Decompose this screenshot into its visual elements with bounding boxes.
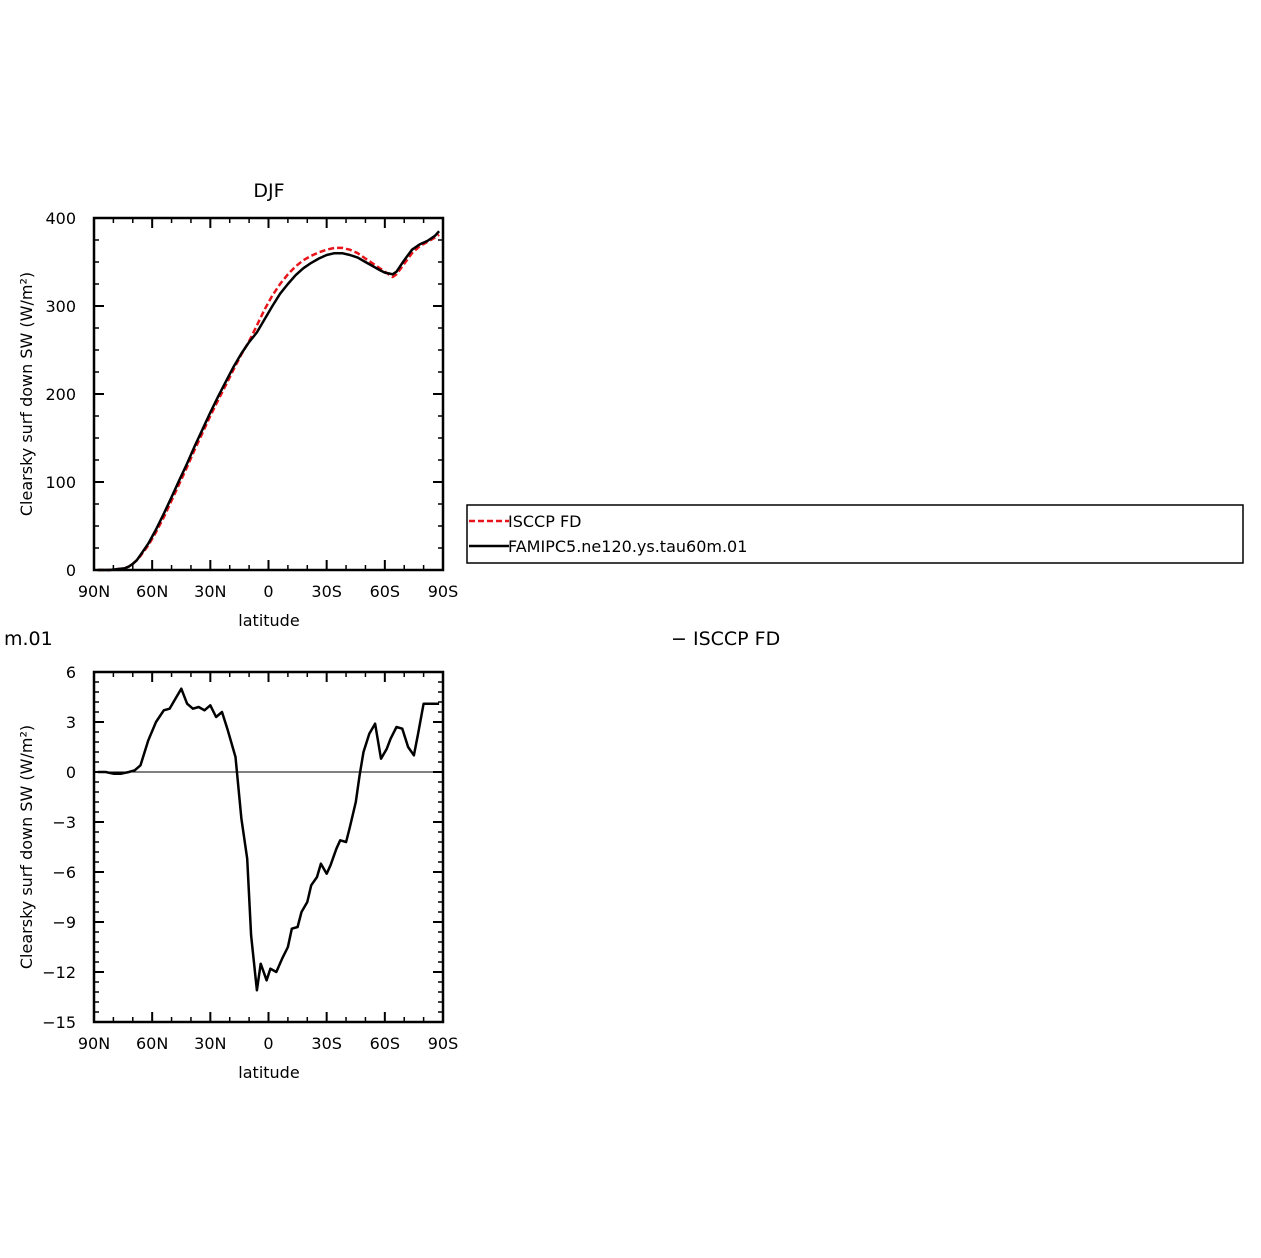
bottom-panel-xtick-label: 90S: [428, 1034, 459, 1053]
bottom-panel-xlabel: latitude: [238, 1063, 299, 1082]
bottom-panel: 90N 60N 30N 0 30S 60S 90S −15 −12 −9 −6 −3 0 3 6 latit…: [17, 663, 458, 1082]
truncated-left-label: m.01: [4, 628, 53, 650]
legend: ISCCP FD FAMIPC5.ne120.ys.tau60m.01: [466, 504, 1244, 564]
top-panel-ytick-label: 400: [45, 209, 76, 228]
legend-box: [466, 504, 1244, 564]
top-panel-xtick-label: 60S: [370, 582, 401, 601]
top-panel-ytick-label: 0: [66, 561, 76, 580]
bottom-panel-ytick-label: 3: [66, 713, 76, 732]
bottom-panel-xtick-label: 30N: [194, 1034, 226, 1053]
bottom-panel-ytick-label: −3: [52, 813, 76, 832]
legend-label-isccp: ISCCP FD: [508, 512, 581, 531]
top-panel: DJF 90N 60N 30N 0 30S 60S 90S 0 100 200 300 400 lat…: [17, 180, 458, 630]
top-panel-xtick-label: 30N: [194, 582, 226, 601]
top-panel-series-famipc5-ne120-ys-tau60m-01: [97, 230, 441, 572]
bottom-panel-ytick-label: −12: [42, 963, 76, 982]
bottom-panel-xtick-label: 90N: [78, 1034, 110, 1053]
bottom-panel-ylabel: Clearsky surf down SW (W/m²): [17, 725, 36, 969]
bottom-panel-xtick-label: 0: [263, 1034, 273, 1053]
top-panel-xlabel: latitude: [238, 611, 299, 630]
top-panel-frame: [92, 216, 445, 572]
truncated-center-label: − ISCCP FD: [671, 628, 780, 650]
bottom-panel-xtick-label: 60N: [136, 1034, 168, 1053]
top-panel-ylabel: Clearsky surf down SW (W/m²): [17, 272, 36, 516]
bottom-panel-ytick-label: −15: [42, 1013, 76, 1032]
bottom-panel-xtick-label: 60S: [370, 1034, 401, 1053]
top-panel-series-layer: [97, 230, 441, 572]
top-panel-title: DJF: [253, 180, 284, 202]
top-panel-series-isccp-fd: [97, 233, 440, 572]
bottom-panel-ytick-label: −6: [52, 863, 76, 882]
bottom-panel-ytick-label: 0: [66, 763, 76, 782]
bottom-panel-ytick-label: 6: [66, 663, 76, 682]
bottom-panel-ytick-label: −9: [52, 913, 76, 932]
top-panel-ytick-label: 200: [45, 385, 76, 404]
top-panel-xtick-label: 0: [263, 582, 273, 601]
bottom-panel-ticks: 90N 60N 30N 0 30S 60S 90S −15 −12 −9 −6 −3 0 3 6: [42, 663, 458, 1053]
bottom-panel-series-layer: [97, 687, 440, 992]
top-panel-xtick-label: 60N: [136, 582, 168, 601]
bottom-panel-xtick-label: 30S: [311, 1034, 342, 1053]
top-panel-xtick-label: 90N: [78, 582, 110, 601]
top-panel-ytick-label: 300: [45, 297, 76, 316]
top-panel-xtick-label: 30S: [311, 582, 342, 601]
bottom-panel-frame: [92, 670, 445, 1024]
bottom-panel-series-difference: [97, 687, 440, 992]
top-panel-xtick-label: 90S: [428, 582, 459, 601]
legend-label-famipc5: FAMIPC5.ne120.ys.tau60m.01: [508, 537, 747, 556]
top-panel-ticks: 90N 60N 30N 0 30S 60S 90S 0 100 200 300 400: [45, 209, 458, 601]
top-panel-ytick-label: 100: [45, 473, 76, 492]
